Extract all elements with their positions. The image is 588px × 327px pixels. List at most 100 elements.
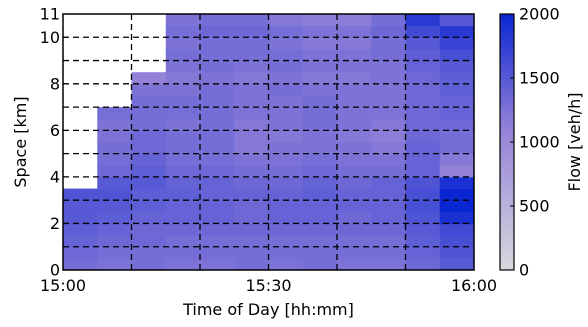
heatmap-cell: [200, 48, 235, 62]
heatmap-cell: [337, 60, 372, 73]
heatmap-cell: [268, 60, 304, 73]
heatmap-cell: [302, 107, 338, 120]
heatmap-cell: [337, 130, 372, 143]
heatmap-cell: [97, 223, 132, 236]
x-tick-label: 15:00: [40, 276, 86, 295]
heatmap-cell: [405, 60, 441, 73]
heatmap-cell: [405, 176, 441, 190]
heatmap-cell: [200, 60, 235, 73]
heatmap-cell: [200, 72, 235, 85]
heatmap-cell: [371, 223, 406, 236]
heatmap-cell: [439, 211, 475, 224]
heatmap-cell: [234, 72, 269, 85]
heatmap-cell: [371, 95, 406, 108]
heatmap-cell: [200, 235, 235, 248]
heatmap-cell: [405, 246, 441, 259]
heatmap-cell: [165, 118, 201, 131]
y-axis-ticks: 0 2 4 6 8 10 11: [40, 5, 68, 280]
heatmap-cell: [234, 83, 269, 96]
heatmap-cell: [439, 14, 475, 27]
heatmap-cell: [268, 37, 304, 50]
heatmap-cell: [337, 37, 372, 50]
x-tick-label: 15:30: [245, 276, 291, 295]
heatmap-cell: [371, 25, 406, 38]
heatmap-cell: [405, 165, 441, 178]
heatmap-cell: [200, 118, 235, 131]
heatmap-cell: [97, 246, 132, 259]
heatmap-cell: [405, 211, 441, 224]
heatmap-cell: [131, 118, 167, 131]
heatmap-cell: [439, 176, 475, 190]
heatmap-cell: [302, 176, 338, 190]
heatmap-cell: [97, 107, 132, 120]
heatmap-cell: [131, 176, 167, 190]
heatmap-cell: [268, 176, 304, 190]
heatmap-cell: [165, 37, 201, 50]
heatmap-cell: [200, 37, 235, 50]
heatmap-cell: [165, 107, 201, 120]
heatmap-cell: [63, 200, 98, 213]
x-axis-ticks: 15:00 15:30 16:00: [40, 265, 497, 295]
heatmap-cell: [234, 14, 269, 27]
heatmap-cell: [234, 37, 269, 50]
colorbar-ticks: 0 500 1000 1500 2000: [510, 5, 560, 280]
heatmap-cell: [63, 235, 98, 248]
heatmap-cell: [268, 25, 304, 38]
heatmap-cell: [200, 95, 235, 108]
heatmap-cell: [131, 83, 167, 96]
heatmap-cell: [439, 130, 475, 143]
heatmap-cell: [405, 258, 441, 271]
heatmap-cell: [439, 188, 475, 201]
heatmap-cell: [131, 188, 167, 201]
heatmap-cell: [131, 142, 167, 155]
heatmap-cell: [97, 200, 132, 213]
heatmap-cell: [439, 223, 475, 236]
heatmap-cell: [165, 223, 201, 236]
heatmap-cell: [268, 211, 304, 224]
colorbar-tick-label: 1000: [519, 133, 560, 152]
heatmap-cell: [337, 246, 372, 259]
heatmap-cell: [302, 165, 338, 178]
heatmap-cell: [234, 48, 269, 62]
colorbar-label: Flow [veh/h]: [565, 92, 584, 191]
heatmap-cell: [234, 95, 269, 108]
heatmap-cell: [131, 165, 167, 178]
heatmap-cell: [371, 107, 406, 120]
heatmap-cell: [131, 223, 167, 236]
heatmap-cell: [439, 258, 475, 271]
heatmap-cell: [234, 165, 269, 178]
heatmap-cell: [439, 118, 475, 131]
heatmap-cell: [131, 211, 167, 224]
heatmap-cell: [405, 130, 441, 143]
heatmap-cell: [131, 246, 167, 259]
heatmap-cell: [337, 153, 372, 166]
heatmap-cell: [405, 83, 441, 96]
heatmap-cell: [439, 60, 475, 73]
heatmap-cell: [405, 37, 441, 50]
heatmap-cell: [165, 200, 201, 213]
heatmap-cell: [268, 235, 304, 248]
heatmap-cell: [234, 246, 269, 259]
heatmap-cell: [200, 176, 235, 190]
heatmap-cell: [165, 95, 201, 108]
heatmap-cell: [97, 142, 132, 155]
y-tick-label: 2: [50, 214, 60, 233]
heatmap-cell: [200, 223, 235, 236]
heatmap-cell: [405, 223, 441, 236]
heatmap-cell: [200, 25, 235, 38]
colorbar-tick-label: 0: [519, 261, 529, 280]
heatmap-cell: [165, 188, 201, 201]
heatmap-cell: [131, 107, 167, 120]
heatmap-cell: [200, 200, 235, 213]
heatmap-cell: [371, 176, 406, 190]
heatmap-cell: [405, 118, 441, 131]
heatmap-cell: [405, 48, 441, 62]
heatmap-cell: [302, 188, 338, 201]
heatmap-cell: [165, 48, 201, 62]
heatmap-cell: [200, 211, 235, 224]
heatmap-cell: [131, 95, 167, 108]
heatmap-cell: [234, 176, 269, 190]
heatmap-cell: [63, 258, 98, 271]
heatmap-cell: [337, 223, 372, 236]
heatmap-cell: [405, 235, 441, 248]
